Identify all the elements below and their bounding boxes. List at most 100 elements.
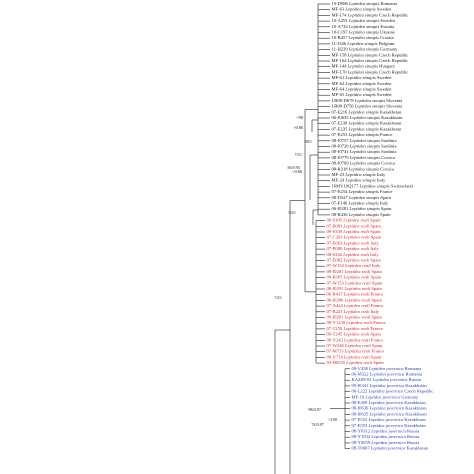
leaf-label: 08-J0720 Leptidea sinapis Sardinia bbox=[332, 144, 397, 149]
leaf-species: Leptidea sinapis bbox=[349, 138, 380, 143]
support-value: -/0.86 bbox=[293, 125, 303, 130]
leaf-species: Leptidea reali bbox=[342, 326, 369, 331]
leaf-id: 08-R318 bbox=[332, 166, 349, 171]
leaf-species: Leptidea sinapis bbox=[354, 104, 385, 109]
leaf-country: Estonia bbox=[380, 24, 394, 29]
leaf-id: 09-S339 bbox=[327, 229, 343, 234]
leaf-label: MF-23 Leptidea sinapis Italy bbox=[332, 172, 386, 177]
leaf-country: Italy bbox=[370, 246, 379, 251]
leaf-id: 93-H0335 bbox=[327, 360, 346, 365]
leaf-country: Spain bbox=[370, 332, 381, 337]
leaf-id: 07-E253 bbox=[332, 132, 349, 137]
leaf-id: MF-61 bbox=[332, 75, 345, 80]
leaf-label: 08-R436 Leptidea sinapis Spain bbox=[332, 212, 392, 217]
leaf-country: Spain bbox=[370, 229, 381, 234]
support-value: -/100 bbox=[328, 417, 337, 422]
leaf-id: 09-S305 bbox=[327, 218, 343, 223]
leaf-id: 10-A291 bbox=[332, 18, 349, 23]
leaf-country: Spain bbox=[370, 218, 381, 223]
leaf-country: Germany bbox=[380, 47, 398, 52]
leaf-species: Leptidea reali bbox=[344, 297, 371, 302]
leaf-label: 10-B457 Leptidea sinapis Croatia bbox=[332, 35, 394, 40]
leaf-species: Leptidea sinapis bbox=[347, 64, 378, 69]
leaf-label: LB08-D678 Leptidea sinapis Slovenia bbox=[332, 98, 403, 103]
leaf-label: 10-A291 Leptidea sinapis Sweden bbox=[332, 18, 396, 23]
leaf-label: 06-J0635 Leptidea sinapis Kazakhstan bbox=[332, 115, 404, 120]
leaf-species: Leptidea reali bbox=[342, 240, 369, 245]
leaf-id: LB08-D756 bbox=[332, 104, 355, 109]
leaf-country: Spain bbox=[380, 195, 391, 200]
leaf-label: MF-61 Leptidea sinapis Sweden bbox=[332, 75, 393, 80]
leaf-species: Leptidea reali bbox=[342, 258, 369, 263]
leaf-label: MF-144 Leptidea sinapis Hungary bbox=[332, 64, 396, 69]
leaf-species: Leptidea juvernica bbox=[367, 423, 403, 428]
leaf-label: MF-174 Leptidea sinapis Czech Republic bbox=[332, 12, 409, 17]
leaf-species: Leptidea reali bbox=[344, 269, 371, 274]
leaf-id: MF-174 bbox=[332, 12, 348, 17]
leaf-label: MF-158 Leptidea sinapis Czech Republic bbox=[332, 52, 409, 57]
leaf-id: 08-J0741 bbox=[332, 149, 350, 154]
leaf-country: Kazakhstan bbox=[380, 109, 402, 114]
leaf-species: Leptidea juvernica bbox=[369, 411, 405, 416]
leaf-species: Leptidea sinapis bbox=[348, 35, 379, 40]
leaf-label: 09-V714 Leptidea reali Spain bbox=[327, 354, 383, 359]
leaf-id: 08-R436 bbox=[332, 212, 349, 217]
leaf-label: 09-S305 Leptidea reali Spain bbox=[327, 218, 382, 223]
leaf-country: Spain bbox=[371, 275, 382, 280]
leaf-species: Leptidea juvernica bbox=[364, 394, 400, 399]
leaf-country: Spain bbox=[380, 212, 391, 217]
leaf-species: Leptidea sinapis bbox=[354, 98, 385, 103]
support-value: -/98 bbox=[296, 115, 303, 120]
leaf-id: 06-R417 bbox=[327, 292, 344, 297]
leaf-label: 07-E140 Leptidea sinapis Italy bbox=[332, 201, 390, 206]
leaf-id: 08-J0779 bbox=[332, 155, 350, 160]
leaf-species: Leptidea juvernica bbox=[367, 400, 403, 405]
leaf-species: Leptidea sinapis bbox=[349, 155, 380, 160]
leaf-id: 08-S342 bbox=[327, 252, 343, 257]
leaf-country: Kazakhstan bbox=[404, 400, 426, 405]
leaf-species: Leptidea juvernica bbox=[367, 417, 403, 422]
leaf-id: 08-J0769 bbox=[332, 161, 350, 166]
leaf-country: Kazakhstan bbox=[405, 411, 427, 416]
leaf-label: 10-A742 Leptidea sinapis Estonia bbox=[332, 24, 395, 29]
leaf-country: Romania bbox=[405, 366, 422, 371]
leaf-label: 07-E254 Leptidea sinapis France bbox=[332, 189, 393, 194]
leaf-id: 07-E238 bbox=[332, 121, 349, 126]
leaf-label: MF-164 Leptidea sinapis Czech Republic bbox=[332, 58, 409, 63]
leaf-country: France bbox=[371, 303, 384, 308]
leaf-label: 08-R318 Leptidea sinapis Corsica bbox=[332, 166, 395, 171]
leaf-label: 08-I0636 Leptidea juvernica Kazakhstan bbox=[352, 406, 428, 411]
leaf-country: Sardinia bbox=[381, 149, 396, 154]
leaf-species: Leptidea sinapis bbox=[344, 87, 375, 92]
leaf-country: Kazakhstan bbox=[380, 126, 402, 131]
leaf-species: Leptidea sinapis bbox=[347, 12, 378, 17]
leaf-label: 07-E553 Leptidea juvernica Kazakhstan bbox=[352, 423, 427, 428]
leaf-label: 08-T0007 Leptidea juvernica Kazakhstan bbox=[352, 446, 429, 451]
leaf-id: 06-I0291 bbox=[327, 286, 345, 291]
leaf-country: Sardinia bbox=[381, 138, 396, 143]
leaf-id: 09-Y1230 bbox=[327, 320, 346, 325]
leaf-id: 09-V438 bbox=[352, 366, 369, 371]
leaf-id: MF-63 bbox=[332, 7, 345, 12]
leaf-label: 07-A424 Leptidea reali France bbox=[327, 303, 384, 308]
leaf-id: 08-D327 bbox=[332, 195, 349, 200]
leaf-country: Romania bbox=[406, 372, 423, 377]
leaf-label: 07-E253 Leptidea sinapis France bbox=[332, 132, 393, 137]
leaf-species: Leptidea sinapis bbox=[348, 24, 379, 29]
leaf-species: Leptidea reali bbox=[343, 337, 370, 342]
leaf-country: Sweden bbox=[377, 75, 392, 80]
leaf-id: 07-C203 bbox=[327, 235, 344, 240]
leaf-id: 08-Y1032 bbox=[352, 434, 371, 439]
leaf-id: 09-T245 bbox=[327, 332, 344, 337]
leaf-id: 07-E254 bbox=[332, 189, 349, 194]
support-value: 98/0.97 bbox=[308, 407, 321, 412]
leaf-label: 09-V438 Leptidea juvernica Romania bbox=[352, 366, 422, 371]
leaf-label: 07-E238 Leptidea sinapis Kazakhstan bbox=[332, 121, 403, 126]
leaf-species: Leptidea reali bbox=[344, 263, 371, 268]
leaf-id: 11-J346 bbox=[332, 41, 347, 46]
leaf-species: Leptidea reali bbox=[343, 235, 370, 240]
leaf-label: KAZ09-81 Leptidea juvernica Russia bbox=[352, 377, 421, 382]
leaf-country: Czech Republic bbox=[379, 69, 408, 74]
leaf-species: Leptidea sinapis bbox=[347, 109, 378, 114]
leaf-country: Spain bbox=[372, 343, 383, 348]
